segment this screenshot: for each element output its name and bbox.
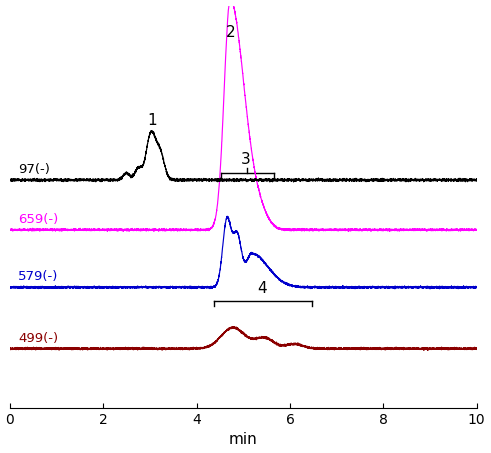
Text: 1: 1	[147, 113, 157, 128]
Text: 4: 4	[257, 281, 267, 296]
Text: 499(-): 499(-)	[18, 332, 58, 345]
X-axis label: min: min	[229, 433, 258, 448]
Text: 97(-): 97(-)	[18, 163, 50, 176]
Text: 3: 3	[241, 152, 250, 167]
Text: 2: 2	[225, 25, 235, 40]
Text: 579(-): 579(-)	[18, 270, 59, 284]
Text: 659(-): 659(-)	[18, 213, 58, 226]
